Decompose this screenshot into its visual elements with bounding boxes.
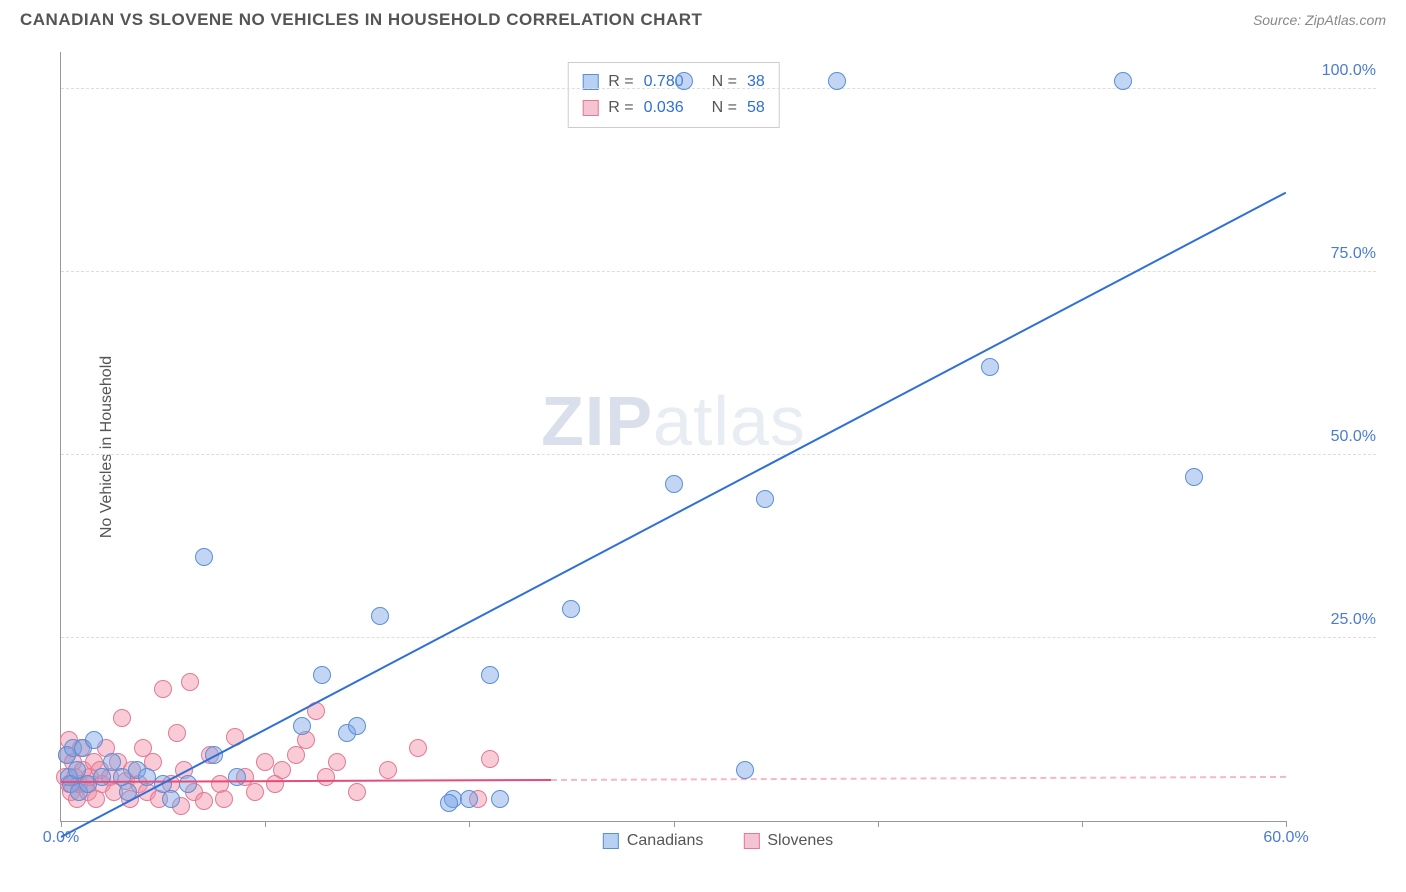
trend-line <box>551 776 1286 781</box>
data-point <box>154 680 172 698</box>
data-point <box>379 761 397 779</box>
x-tick-mark <box>878 821 879 827</box>
chart-title: CANADIAN VS SLOVENE NO VEHICLES IN HOUSE… <box>20 10 702 30</box>
data-point <box>1185 468 1203 486</box>
data-point <box>328 753 346 771</box>
data-point <box>179 775 197 793</box>
y-tick-label: 100.0% <box>1314 62 1376 80</box>
data-point <box>409 739 427 757</box>
data-point <box>348 717 366 735</box>
data-point <box>256 753 274 771</box>
data-point <box>168 724 186 742</box>
data-point <box>313 666 331 684</box>
data-point <box>481 750 499 768</box>
data-point <box>828 72 846 90</box>
data-point <box>481 666 499 684</box>
data-point <box>195 792 213 810</box>
swatch-a-icon <box>603 833 619 849</box>
chart-area: No Vehicles in Household ZIPatlas R = 0.… <box>50 42 1386 852</box>
plot-region: ZIPatlas R = 0.780 N = 38 R = 0.036 N = … <box>60 52 1286 822</box>
data-point <box>228 768 246 786</box>
data-point <box>215 790 233 808</box>
y-tick-label: 75.0% <box>1323 245 1376 263</box>
data-point <box>273 761 291 779</box>
data-point <box>162 790 180 808</box>
data-point <box>562 600 580 618</box>
data-point <box>113 709 131 727</box>
y-tick-label: 50.0% <box>1323 428 1376 446</box>
x-tick-label: 60.0% <box>1263 829 1308 847</box>
legend-item-a: Canadians <box>603 832 704 850</box>
legend-item-b: Slovenes <box>743 832 833 850</box>
swatch-b-icon <box>743 833 759 849</box>
data-point <box>371 607 389 625</box>
stats-legend: R = 0.780 N = 38 R = 0.036 N = 58 <box>567 62 780 128</box>
data-point <box>460 790 478 808</box>
data-point <box>981 358 999 376</box>
data-point <box>736 761 754 779</box>
stats-row-a: R = 0.780 N = 38 <box>582 69 765 95</box>
gridline <box>61 454 1376 455</box>
data-point <box>756 490 774 508</box>
bottom-legend: Canadians Slovenes <box>603 832 833 850</box>
x-tick-mark <box>1082 821 1083 827</box>
data-point <box>491 790 509 808</box>
x-tick-mark <box>1286 821 1287 827</box>
watermark: ZIPatlas <box>541 381 806 461</box>
data-point <box>665 475 683 493</box>
legend-label-b: Slovenes <box>767 832 833 850</box>
x-tick-mark <box>61 821 62 827</box>
gridline <box>61 271 1376 272</box>
trend-line <box>61 191 1287 837</box>
legend-label-a: Canadians <box>627 832 704 850</box>
source-attribution: Source: ZipAtlas.com <box>1253 12 1386 28</box>
data-point <box>675 72 693 90</box>
data-point <box>1114 72 1132 90</box>
swatch-b <box>582 100 598 116</box>
gridline <box>61 88 1376 89</box>
data-point <box>138 768 156 786</box>
data-point <box>195 548 213 566</box>
y-tick-label: 25.0% <box>1323 611 1376 629</box>
data-point <box>181 673 199 691</box>
data-point <box>348 783 366 801</box>
data-point <box>85 731 103 749</box>
x-tick-mark <box>469 821 470 827</box>
stats-row-b: R = 0.036 N = 58 <box>582 95 765 121</box>
x-tick-mark <box>265 821 266 827</box>
gridline <box>61 637 1376 638</box>
data-point <box>293 717 311 735</box>
x-tick-mark <box>674 821 675 827</box>
data-point <box>246 783 264 801</box>
data-point <box>440 794 458 812</box>
